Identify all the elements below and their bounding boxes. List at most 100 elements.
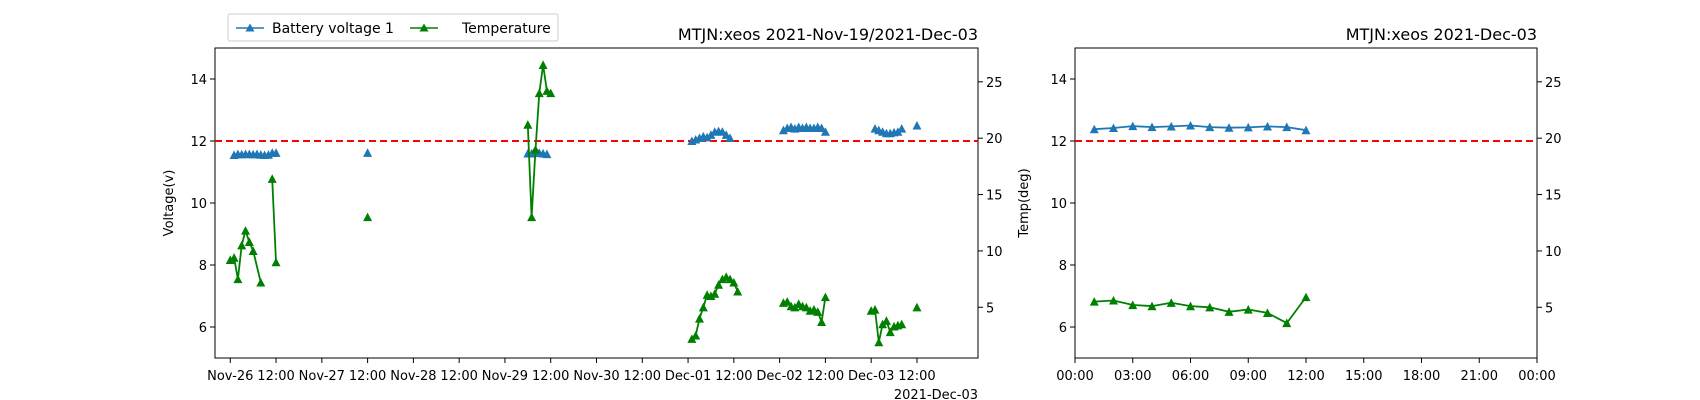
data-point-voltage [1243, 122, 1253, 132]
data-point-temperature [527, 212, 537, 222]
x-tick-label: 12:00 [715, 369, 752, 384]
x-tick-label: 12:00 [807, 369, 844, 384]
data-point-temperature [241, 226, 251, 235]
data-point-voltage [702, 132, 712, 142]
y2-tick-label: 25 [1545, 76, 1562, 91]
y-tick-label: 6 [1059, 321, 1067, 336]
legend-frame [227, 13, 559, 42]
x-tick-label: Dec-02 [756, 369, 802, 384]
y-axis-label: Voltage(v) [162, 170, 177, 237]
y-tick-label: 12 [190, 135, 207, 150]
y-tick-label: 8 [1059, 259, 1067, 274]
data-point-temperature [897, 319, 907, 329]
data-point-voltage [363, 148, 373, 157]
y-tick-label: 8 [199, 259, 207, 274]
data-point-voltage [1205, 122, 1215, 132]
data-point-temperature [530, 144, 540, 154]
data-point-temperature [225, 255, 235, 264]
data-point-temperature [248, 246, 258, 255]
y-tick-label: 10 [1050, 197, 1067, 212]
data-point-temperature [237, 240, 247, 250]
data-point-voltage [820, 127, 830, 136]
data-point-temperature [729, 277, 739, 287]
data-point-temperature [1243, 305, 1253, 314]
x-tick-label: 06:00 [1172, 369, 1209, 384]
data-point-temperature [1301, 292, 1311, 302]
plot-frame [214, 47, 979, 359]
data-point-voltage [1282, 122, 1292, 132]
x-tick-label: 12:00 [532, 369, 569, 384]
chart-day: MTJN:xeos 2021-Dec-03 6 8 10 12 14 5 10 15 20 25 00… [1050, 25, 1561, 384]
data-point-temperature [881, 316, 891, 325]
data-point-temperature [695, 314, 705, 323]
x-tick-label: Nov-27 [299, 369, 345, 384]
x-tick-label: 12:00 [440, 369, 477, 384]
chart-title: MTJN:xeos 2021-Nov-19/2021-Dec-03 [678, 25, 978, 44]
y2-tick-label: 10 [1545, 245, 1562, 260]
y-tick-label: 14 [1050, 73, 1067, 88]
x-tick-label: Dec-01 [665, 369, 711, 384]
x-offset-label: 2021-Dec-03 [894, 388, 978, 400]
x-tick-label: 12:00 [624, 369, 661, 384]
legend: Battery voltage 1 Temperature [227, 13, 559, 42]
data-point-temperature [1109, 296, 1118, 305]
data-point-temperature [1186, 301, 1195, 311]
x-tick-label: 00:00 [1518, 369, 1555, 384]
data-point-temperature [874, 337, 884, 347]
data-point-temperature [885, 327, 895, 337]
data-point-temperature [534, 88, 544, 98]
data-point-voltage [271, 148, 281, 157]
data-point-voltage [1166, 121, 1176, 131]
data-point-temperature [1224, 307, 1234, 316]
data-point-temperature [717, 274, 727, 284]
data-point-temperature [817, 317, 827, 326]
y2-tick-label: 15 [1545, 189, 1562, 204]
data-point-temperature [733, 286, 743, 296]
data-point-temperature [538, 60, 548, 69]
data-point-voltage [778, 125, 788, 135]
data-point-voltage [1186, 121, 1195, 130]
x-tick-label: 00:00 [1056, 369, 1093, 384]
data-point-voltage [897, 124, 907, 133]
y2-axis-label: Temp(deg) [1017, 168, 1032, 238]
y2-tick-label: 10 [986, 245, 1003, 260]
data-point-voltage [1128, 121, 1138, 131]
data-point-voltage [1224, 123, 1234, 132]
series-line-voltage [1094, 124, 1307, 132]
y2-tick-label: 15 [986, 189, 1003, 204]
y-tick-label: 12 [1050, 135, 1067, 150]
data-point-temperature [1166, 298, 1176, 307]
series-line-temperature [271, 178, 277, 263]
y2-tick-label: 5 [1545, 301, 1553, 316]
data-point-temperature [1263, 308, 1272, 317]
data-point-voltage [1147, 122, 1157, 132]
data-point-temperature [714, 280, 724, 289]
data-point-temperature [1089, 297, 1099, 306]
x-tick-label: 15:00 [1345, 369, 1382, 384]
data-point-temperature [363, 212, 373, 222]
y-tick-label: 14 [190, 73, 207, 88]
data-point-temperature [1205, 302, 1215, 312]
data-point-temperature [546, 88, 556, 98]
data-point-temperature [229, 253, 239, 262]
data-point-temperature [256, 277, 266, 287]
x-tick-label: 18:00 [1403, 369, 1440, 384]
y-tick-label: 10 [190, 197, 207, 212]
legend-marker-temperature [419, 23, 429, 32]
y2-tick-label: 25 [986, 76, 1003, 91]
x-tick-label: Nov-26 [207, 369, 253, 384]
data-point-temperature [706, 291, 716, 301]
legend-label-voltage: Battery voltage 1 [272, 21, 394, 37]
data-point-temperature [1128, 300, 1138, 310]
plot-frame [1074, 47, 1538, 359]
x-tick-label: 12:00 [257, 369, 294, 384]
x-tick-label: 12:00 [349, 369, 386, 384]
x-tick-label: 12:00 [1287, 369, 1324, 384]
y-tick-label: 6 [199, 321, 207, 336]
y2-tick-label: 5 [986, 301, 994, 316]
data-point-voltage [817, 123, 827, 133]
x-tick-label: 21:00 [1461, 369, 1498, 384]
y2-tick-label: 20 [1545, 132, 1562, 147]
legend-marker-voltage [245, 23, 255, 32]
